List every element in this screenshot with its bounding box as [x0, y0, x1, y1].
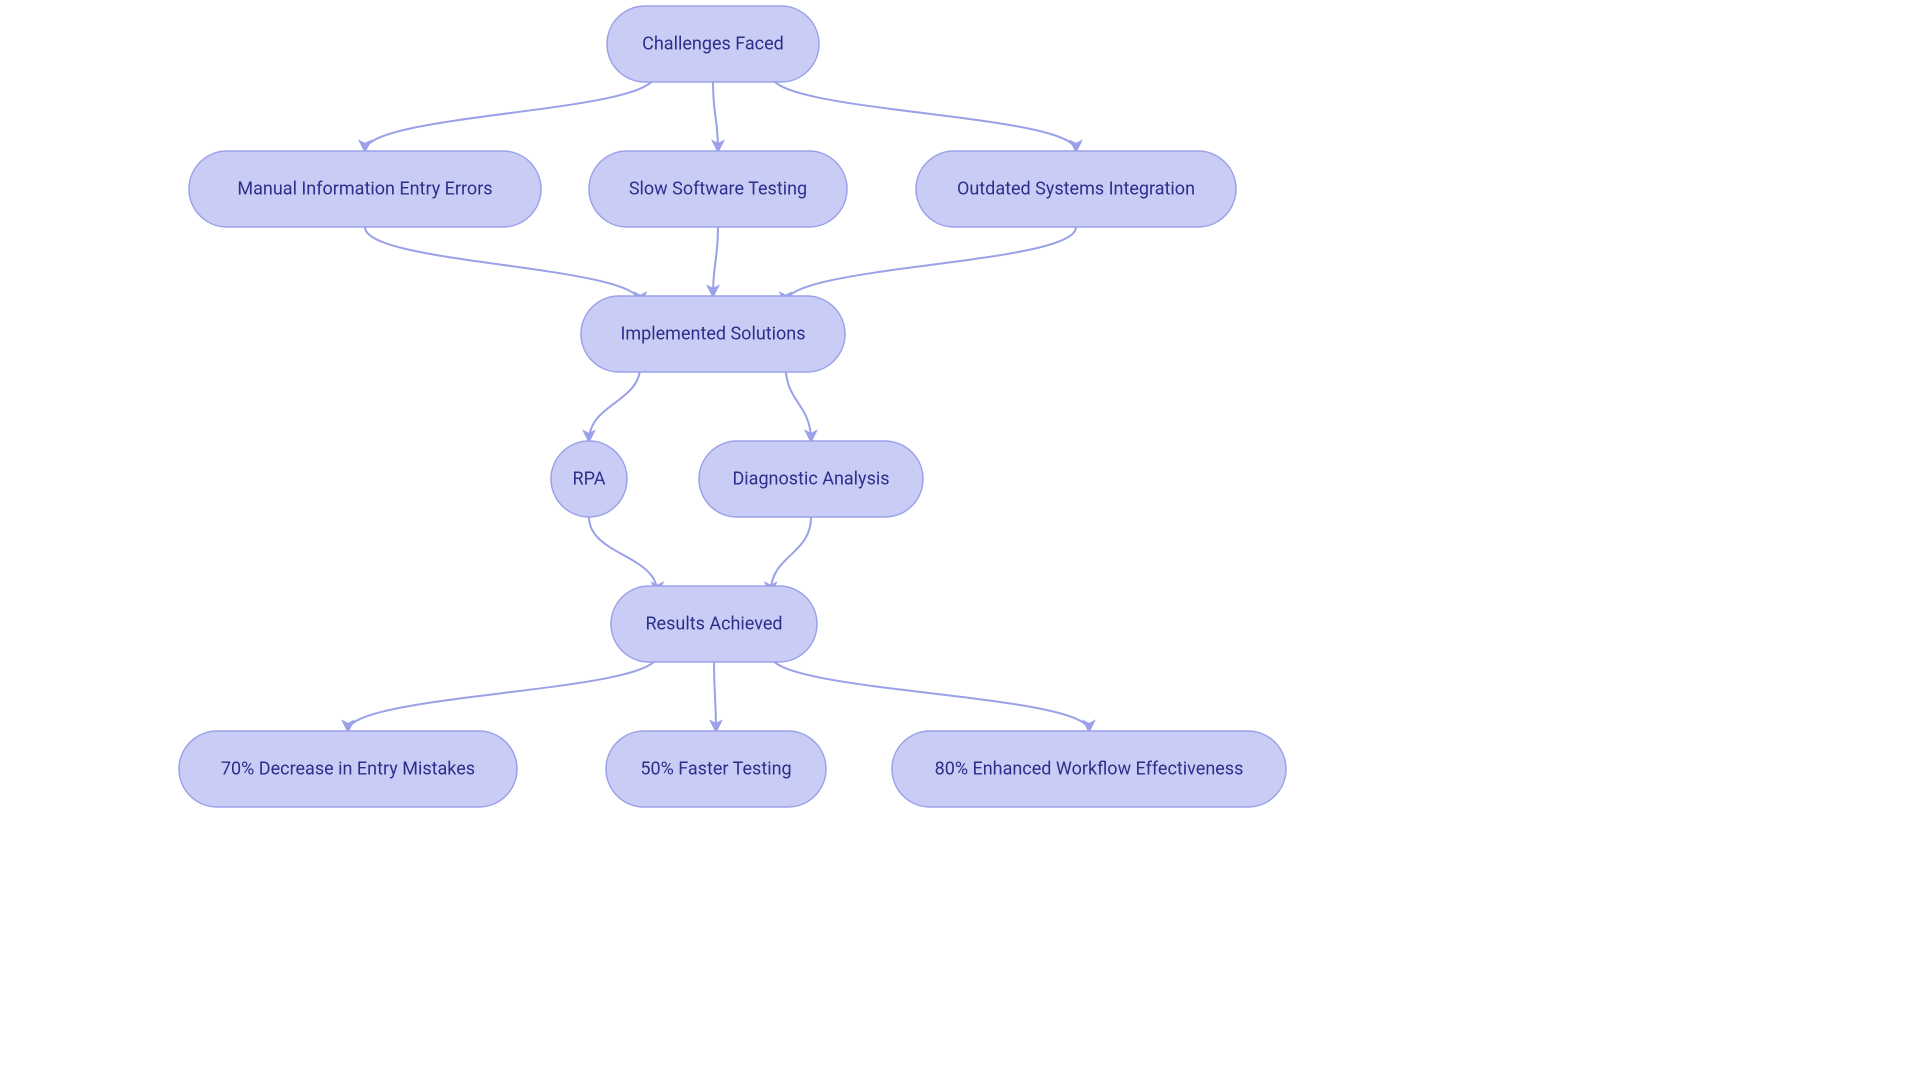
node-rpa: RPA: [551, 441, 627, 517]
edge-results-to-r50: [714, 662, 716, 731]
node-diagnostic: Diagnostic Analysis: [699, 441, 923, 517]
edge-manual_errors-to-solutions: [365, 227, 640, 303]
node-r50: 50% Faster Testing: [606, 731, 826, 807]
node-label-solutions: Implemented Solutions: [620, 324, 805, 345]
node-solutions: Implemented Solutions: [581, 296, 845, 372]
node-label-manual_errors: Manual Information Entry Errors: [237, 179, 492, 200]
edge-rpa-to-results: [589, 517, 657, 593]
edge-diagnostic-to-results: [771, 517, 811, 593]
edge-solutions-to-diagnostic: [786, 365, 811, 441]
node-results: Results Achieved: [611, 586, 817, 662]
node-challenges: Challenges Faced: [607, 6, 819, 82]
node-label-challenges: Challenges Faced: [642, 34, 784, 55]
node-manual_errors: Manual Information Entry Errors: [189, 151, 541, 227]
node-label-rpa: RPA: [573, 469, 606, 490]
flowchart-diagram: Challenges Faced Manual Information Entry…: [0, 0, 1920, 1083]
node-r80: 80% Enhanced Workflow Effectiveness: [892, 731, 1286, 807]
edge-slow_testing-to-solutions: [713, 227, 718, 296]
edge-results-to-r70: [348, 655, 657, 731]
node-slow_testing: Slow Software Testing: [589, 151, 847, 227]
edge-results-to-r80: [771, 655, 1089, 731]
node-r70: 70% Decrease in Entry Mistakes: [179, 731, 517, 807]
edge-challenges-to-outdated: [771, 75, 1076, 151]
node-outdated: Outdated Systems Integration: [916, 151, 1236, 227]
node-label-results: Results Achieved: [645, 614, 782, 635]
node-label-r50: 50% Faster Testing: [640, 759, 791, 780]
node-label-diagnostic: Diagnostic Analysis: [732, 469, 889, 490]
edge-solutions-to-rpa: [589, 365, 640, 441]
edge-challenges-to-slow_testing: [713, 82, 718, 151]
node-label-r80: 80% Enhanced Workflow Effectiveness: [935, 759, 1244, 780]
edge-challenges-to-manual_errors: [365, 75, 655, 151]
node-label-slow_testing: Slow Software Testing: [629, 179, 807, 200]
edge-outdated-to-solutions: [786, 227, 1076, 303]
node-label-r70: 70% Decrease in Entry Mistakes: [221, 759, 475, 780]
node-label-outdated: Outdated Systems Integration: [957, 179, 1195, 200]
